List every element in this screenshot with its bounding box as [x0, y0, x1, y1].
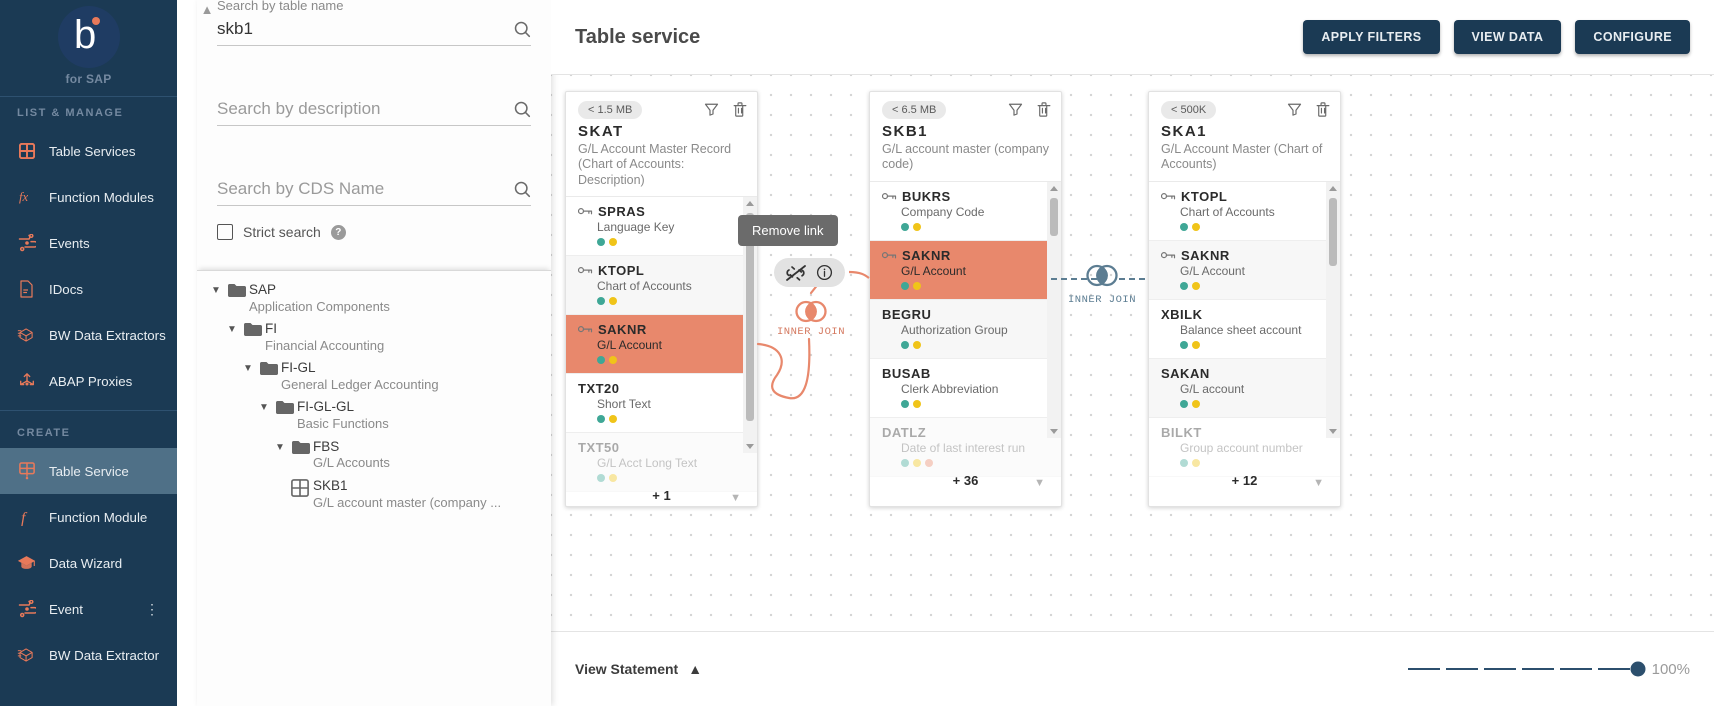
svg-text:fx: fx [19, 190, 29, 204]
svg-text:f: f [21, 510, 28, 526]
